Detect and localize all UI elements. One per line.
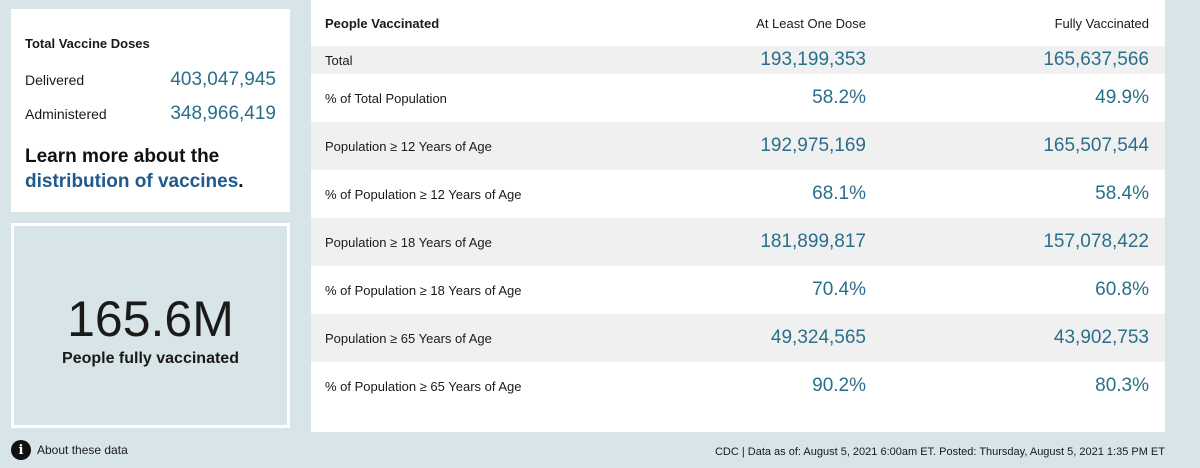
one-dose-value: 68.1% [812,183,866,204]
administered-label: Administered [25,106,107,122]
vaccine-doses-card: Total Vaccine Doses Delivered 403,047,94… [11,9,290,212]
fully-vaccinated-value: 157,078,422 [1043,231,1149,252]
row-label: Population ≥ 18 Years of Age [325,234,492,250]
row-label: % of Total Population [325,90,447,106]
row-label: % of Population ≥ 65 Years of Age [325,378,522,394]
table-row: % of Population ≥ 65 Years of Age 90.2% … [311,362,1165,410]
fully-vaccinated-value: 80.3% [1095,375,1149,396]
header-people-vaccinated: People Vaccinated [325,15,440,31]
about-these-data-link[interactable]: i About these data [11,440,128,460]
fully-vaccinated-value: 58.4% [1095,183,1149,204]
learn-more-suffix: . [238,171,244,192]
delivered-label: Delivered [25,72,85,88]
one-dose-value: 70.4% [812,279,866,300]
info-icon: i [11,440,31,460]
fully-vaccinated-value: 165,507,544 [1043,135,1149,156]
one-dose-value: 193,199,353 [760,49,866,70]
summary-value: 165.6M [67,290,234,347]
distribution-link[interactable]: distribution of vaccines [25,171,239,192]
header-fully-vaccinated: Fully Vaccinated [1054,15,1149,31]
row-label: % of Population ≥ 18 Years of Age [325,282,522,298]
header-at-least-one-dose: At Least One Dose [756,15,866,31]
delivered-value: 403,047,945 [170,69,276,90]
fully-vaccinated-value: 43,902,753 [1053,327,1149,348]
row-label: Population ≥ 65 Years of Age [325,330,492,346]
fully-vaccinated-value: 60.8% [1095,279,1149,300]
one-dose-value: 181,899,817 [760,231,866,252]
fully-vaccinated-value: 49.9% [1095,87,1149,108]
one-dose-value: 90.2% [812,375,866,396]
table-row: Population ≥ 12 Years of Age 192,975,169… [311,122,1165,170]
one-dose-value: 192,975,169 [760,135,866,156]
row-label: Total [325,52,353,68]
learn-more-prefix: Learn more about the [25,146,220,167]
table-row: Population ≥ 65 Years of Age 49,324,565 … [311,314,1165,362]
data-source-footer: CDC | Data as of: August 5, 2021 6:00am … [714,446,1165,458]
table-row: Population ≥ 18 Years of Age 181,899,817… [311,218,1165,266]
people-vaccinated-table: People Vaccinated At Least One Dose Full… [311,0,1165,432]
summary-caption: People fully vaccinated [62,349,239,367]
administered-row: Administered 348,966,419 [25,97,276,131]
table-row: % of Population ≥ 12 Years of Age 68.1% … [311,170,1165,218]
row-label: Population ≥ 12 Years of Age [325,138,492,154]
table-row: % of Total Population 58.2% 49.9% [311,74,1165,122]
row-label: % of Population ≥ 12 Years of Age [325,186,522,202]
doses-title: Total Vaccine Doses [25,36,150,51]
about-label: About these data [37,443,128,457]
table-header: People Vaccinated At Least One Dose Full… [311,0,1165,46]
delivered-row: Delivered 403,047,945 [25,63,276,97]
fully-vaccinated-value: 165,637,566 [1043,49,1149,70]
administered-value: 348,966,419 [170,103,276,124]
fully-vaccinated-summary: 165.6M People fully vaccinated [11,223,290,428]
one-dose-value: 49,324,565 [770,327,866,348]
one-dose-value: 58.2% [812,87,866,108]
learn-more-text: Learn more about the distribution of vac… [25,144,276,194]
table-row: Total 193,199,353 165,637,566 [311,46,1165,74]
table-row: % of Population ≥ 18 Years of Age 70.4% … [311,266,1165,314]
